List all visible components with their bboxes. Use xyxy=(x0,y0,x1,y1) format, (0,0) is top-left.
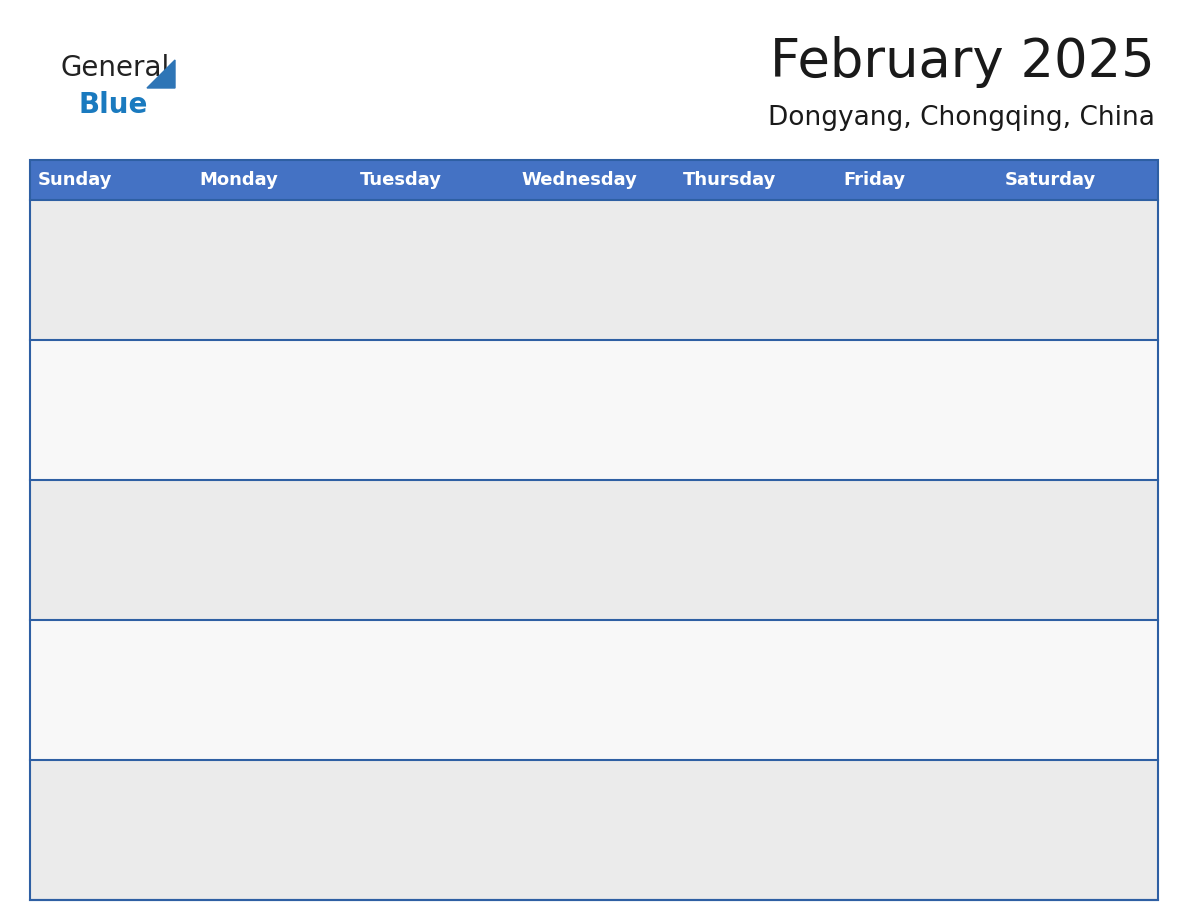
Text: Blue: Blue xyxy=(78,91,147,119)
Text: General: General xyxy=(61,54,169,82)
Text: Dongyang, Chongqing, China: Dongyang, Chongqing, China xyxy=(769,105,1155,131)
Text: Sunday: Sunday xyxy=(38,171,113,189)
Text: Friday: Friday xyxy=(843,171,905,189)
Text: Thursday: Thursday xyxy=(683,171,776,189)
Text: Wednesday: Wednesday xyxy=(522,171,637,189)
Text: February 2025: February 2025 xyxy=(770,36,1155,88)
Text: Monday: Monday xyxy=(200,171,278,189)
Text: Tuesday: Tuesday xyxy=(360,171,442,189)
Text: Saturday: Saturday xyxy=(1005,171,1097,189)
